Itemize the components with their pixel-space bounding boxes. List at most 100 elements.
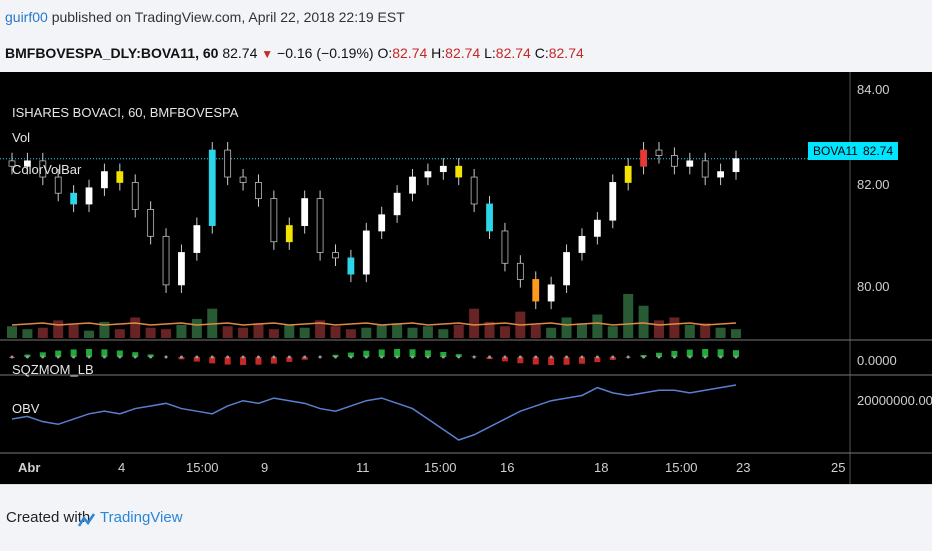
candle-body: [332, 253, 338, 258]
obv-line: [12, 385, 736, 440]
candle-body: [271, 199, 277, 242]
candle-body: [533, 279, 539, 301]
volume-bar: [176, 325, 186, 338]
sqzmom-dot: [118, 356, 121, 359]
volume-bar: [69, 325, 79, 338]
sqzmom-dot: [580, 356, 583, 359]
volume-bar: [716, 328, 726, 338]
candle-body: [286, 226, 292, 242]
publish-info: guirf00 published on TradingView.com, Ap…: [5, 9, 405, 25]
volume-bar: [7, 326, 17, 338]
time-label: 23: [736, 460, 750, 475]
sqzmom-dot: [272, 356, 275, 359]
sqzmom-dot: [503, 356, 506, 359]
sqzmom-dot: [134, 356, 137, 359]
volume-bar: [592, 315, 602, 338]
candle-body: [255, 182, 261, 198]
volume-bar: [238, 328, 248, 338]
candle-body: [379, 215, 385, 231]
candle-body: [517, 263, 523, 279]
volume-bar: [223, 326, 233, 338]
volume-ma-line: [12, 323, 736, 325]
volume-bar: [546, 328, 556, 338]
candle-body: [656, 150, 662, 155]
volume-bar: [253, 323, 263, 338]
sqzmom-dot: [365, 356, 368, 359]
candle-body: [548, 285, 554, 301]
sqzmom-dot: [442, 356, 445, 359]
volume-bar: [53, 320, 63, 338]
sqzmom-dot: [349, 356, 352, 359]
volume-bar: [562, 317, 572, 338]
candle-body: [641, 150, 647, 166]
close-value: 82.74: [549, 45, 584, 61]
candle-body: [225, 150, 231, 177]
candle-body: [348, 258, 354, 274]
symbol-name[interactable]: BMFBOVESPA_DLY:BOVA11, 60: [5, 45, 218, 61]
candle-body: [687, 161, 693, 166]
sqzmom-dot: [11, 356, 14, 359]
candle-body: [718, 172, 724, 177]
candle-body: [55, 177, 61, 193]
volume-bar: [192, 319, 202, 338]
volume-bar: [423, 326, 433, 338]
publish-header: guirf00 published on TradingView.com, Ap…: [0, 0, 932, 72]
sqzmom-dot: [411, 356, 414, 359]
volume-bar: [361, 328, 371, 338]
sqzmom-dot: [72, 356, 75, 359]
sqzmom-dot: [103, 356, 106, 359]
volume-bar: [377, 325, 387, 338]
sqzmom-dot: [719, 356, 722, 359]
close-label: C:: [535, 45, 549, 61]
colorvolbar-indicator-label[interactable]: ColorVolBar: [12, 162, 81, 177]
time-label: 15:00: [186, 460, 219, 475]
sqzmom-dot: [688, 356, 691, 359]
volume-bar: [146, 328, 156, 338]
time-label: Abr: [18, 460, 40, 475]
sqzmom-dot: [396, 356, 399, 359]
chart-area[interactable]: ISHARES BOVACI, 60, BMFBOVESPA Vol Color…: [0, 72, 932, 484]
candle-body: [579, 236, 585, 252]
candle-body: [502, 231, 508, 263]
chart-canvas[interactable]: [0, 72, 932, 484]
volume-bar: [22, 329, 32, 338]
tradingview-brand-link[interactable]: TradingView: [100, 509, 183, 526]
sqzmom-dot: [673, 356, 676, 359]
vol-indicator-label[interactable]: Vol: [12, 130, 30, 145]
sqzmom-dot: [473, 356, 476, 359]
volume-bar: [408, 328, 418, 338]
time-label: 25: [831, 460, 845, 475]
volume-bar: [300, 328, 310, 338]
sqzmom-dot: [426, 356, 429, 359]
price-tick: 80.00: [857, 279, 890, 294]
volume-bar: [438, 329, 448, 338]
tradingview-logo-icon[interactable]: [78, 512, 96, 528]
sqzmom-dot: [165, 356, 168, 359]
volume-bar: [669, 317, 679, 338]
symbol-info: BMFBOVESPA_DLY:BOVA11, 60 82.74 ▼ −0.16 …: [5, 45, 584, 61]
volume-bar: [623, 294, 633, 338]
symbol-price-tag: BOVA11: [808, 142, 863, 160]
open-value: 82.74: [392, 45, 427, 61]
candle-body: [71, 193, 77, 204]
sqzmom-dot: [319, 356, 322, 359]
author-link[interactable]: guirf00: [5, 9, 48, 25]
candle-body: [456, 166, 462, 177]
volume-bar: [577, 323, 587, 338]
volume-bar: [284, 325, 294, 338]
candle-body: [148, 209, 154, 236]
candle-body: [564, 253, 570, 285]
obv-indicator-label[interactable]: OBV: [12, 401, 39, 416]
candle-body: [302, 199, 308, 226]
candle-body: [117, 172, 123, 183]
triangle-down-icon: ▼: [261, 47, 273, 61]
time-label: 15:00: [424, 460, 457, 475]
candle-body: [394, 193, 400, 215]
candle-body: [194, 226, 200, 253]
time-label: 18: [594, 460, 608, 475]
candle-body: [163, 236, 169, 285]
sqzmom-indicator-label[interactable]: SQZMOM_LB: [12, 362, 94, 377]
last-price-tag: 82.74: [858, 142, 898, 160]
volume-bar: [608, 326, 618, 338]
candle-body: [471, 177, 477, 204]
